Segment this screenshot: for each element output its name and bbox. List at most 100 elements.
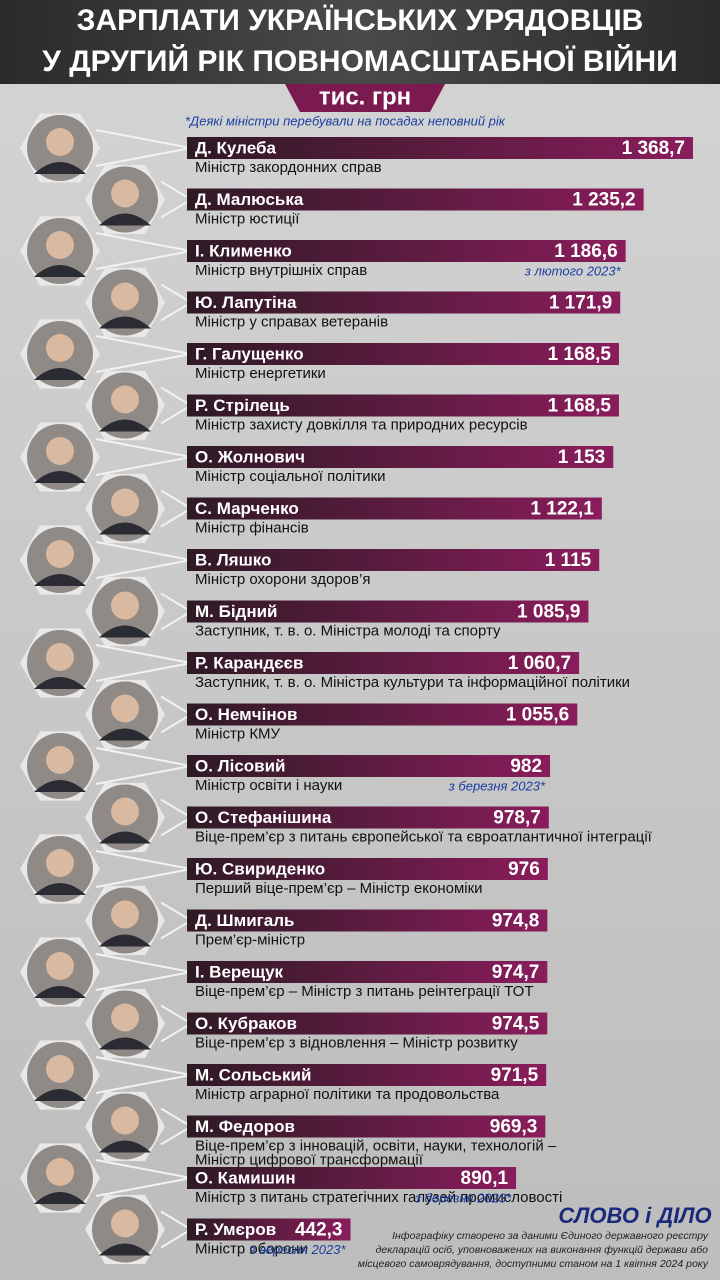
bar bbox=[187, 1218, 351, 1241]
avatar-body bbox=[34, 986, 86, 998]
role: Міністр освіти і науки bbox=[195, 777, 342, 794]
value-label: 1 153 bbox=[558, 447, 606, 468]
avatar-body bbox=[99, 419, 151, 432]
value-label: 1 235,2 bbox=[572, 190, 635, 211]
avatar-body bbox=[99, 522, 151, 535]
avatar-body bbox=[99, 213, 151, 226]
avatar-body bbox=[34, 677, 86, 689]
avatar-head bbox=[111, 282, 139, 311]
avatar-head bbox=[46, 540, 74, 568]
name: О. Кубраков bbox=[195, 1014, 297, 1033]
value-label: 1 168,5 bbox=[548, 396, 612, 417]
bar bbox=[187, 343, 619, 365]
avatar-head bbox=[46, 952, 74, 980]
value-label: 976 bbox=[508, 859, 540, 880]
name: О. Камишин bbox=[195, 1168, 296, 1187]
role: Міністр оборони bbox=[195, 1240, 308, 1257]
name: І. Клименко bbox=[195, 241, 292, 260]
avatar-body bbox=[99, 934, 151, 947]
bar bbox=[187, 755, 551, 777]
avatar-body bbox=[99, 316, 151, 329]
tenure-note: з березня 2023* bbox=[414, 1190, 512, 1205]
bar bbox=[187, 549, 600, 571]
bar bbox=[187, 600, 589, 623]
title-line: У ДРУГИЙ РІК ПОВНОМАСШТАБНОЇ ВІЙНИ bbox=[42, 44, 677, 78]
avatar-head bbox=[46, 746, 74, 774]
name: М. Федоров bbox=[195, 1117, 295, 1136]
avatar-body bbox=[99, 831, 151, 844]
role: Міністр юстиції bbox=[195, 210, 300, 227]
logo: СЛОВО і ДІЛО bbox=[558, 1203, 711, 1228]
bar bbox=[187, 961, 548, 983]
avatar-body bbox=[34, 574, 86, 586]
avatar-body bbox=[34, 780, 86, 792]
avatar-head bbox=[46, 1055, 74, 1083]
title-line: ЗАРПЛАТИ УКРАЇНСЬКИХ УРЯДОВЦІВ bbox=[77, 4, 644, 37]
value-label: 978,7 bbox=[493, 808, 541, 829]
rows: Д. Кулеба 1 368,7 Міністр закордонних спра… bbox=[20, 113, 693, 1265]
value-label: 1 055,6 bbox=[506, 705, 569, 726]
avatar-head bbox=[111, 694, 139, 723]
name: Р. Стрілець bbox=[195, 396, 290, 415]
avatar-body bbox=[34, 1192, 86, 1204]
name: Р. Карандєєв bbox=[195, 653, 303, 672]
value-label: 1 085,9 bbox=[517, 602, 580, 623]
avatar-head bbox=[111, 1209, 139, 1238]
role: Міністр внутрішніх справ bbox=[195, 262, 367, 279]
name: Д. Малюська bbox=[195, 190, 304, 209]
bar bbox=[187, 137, 693, 159]
name: І. Верещук bbox=[195, 962, 284, 981]
avatar-head bbox=[111, 179, 139, 208]
name: М. Сольський bbox=[195, 1065, 311, 1084]
name: С. Марченко bbox=[195, 499, 299, 518]
avatar-head bbox=[111, 1106, 139, 1135]
role: Віце-прем’єр – Міністр з питань реінтегр… bbox=[195, 983, 533, 1000]
bar bbox=[187, 497, 602, 520]
role: Прем’єр-міністр bbox=[195, 931, 305, 948]
bar bbox=[187, 1115, 546, 1138]
role: Віце-прем’єр з питань європейської та єв… bbox=[195, 828, 653, 845]
name: Г. Галущенко bbox=[195, 344, 304, 363]
bar bbox=[187, 909, 548, 932]
name: В. Ляшко bbox=[195, 550, 271, 569]
tenure-note: з березня 2023* bbox=[448, 778, 546, 793]
avatar-body bbox=[34, 162, 86, 174]
bar bbox=[187, 1012, 548, 1035]
note: *Деякі міністри перебували на посадах не… bbox=[185, 113, 506, 128]
value-label: 1 171,9 bbox=[549, 293, 612, 314]
avatar-head bbox=[111, 797, 139, 826]
avatar-head bbox=[111, 1003, 139, 1032]
bar bbox=[187, 652, 580, 674]
name: Д. Шмигаль bbox=[195, 911, 294, 930]
name: О. Стефанішина bbox=[195, 808, 332, 827]
role: Міністр захисту довкілля та природних ре… bbox=[195, 416, 528, 433]
avatar-body bbox=[99, 1140, 151, 1153]
role: Міністр енергетики bbox=[195, 365, 326, 382]
avatar-body bbox=[34, 1089, 86, 1101]
value-label: 442,3 bbox=[295, 1220, 343, 1241]
value-label: 974,8 bbox=[492, 911, 540, 932]
name: Д. Кулеба bbox=[195, 138, 276, 157]
role: Міністр цифрової трансформації bbox=[195, 1151, 424, 1168]
avatar-head bbox=[111, 591, 139, 620]
role: Міністр КМУ bbox=[195, 725, 281, 742]
role: Міністр закордонних справ bbox=[195, 159, 382, 176]
value-label: 974,5 bbox=[492, 1014, 540, 1035]
avatar-head bbox=[46, 334, 74, 362]
bar bbox=[187, 446, 614, 468]
value-label: 1 168,5 bbox=[548, 344, 612, 365]
role: Міністр у справах ветеранів bbox=[195, 313, 388, 330]
name: Р. Умєров bbox=[195, 1220, 276, 1239]
bar bbox=[187, 240, 626, 262]
avatar-head bbox=[111, 385, 139, 414]
value-label: 1 115 bbox=[545, 550, 592, 571]
name: О. Лісовий bbox=[195, 756, 286, 775]
avatar-head bbox=[46, 231, 74, 259]
unit-badge bbox=[285, 84, 445, 112]
value-label: 1 368,7 bbox=[622, 138, 685, 159]
avatar-body bbox=[99, 1243, 151, 1256]
avatar-head bbox=[46, 128, 74, 156]
value-label: 971,5 bbox=[491, 1065, 539, 1086]
